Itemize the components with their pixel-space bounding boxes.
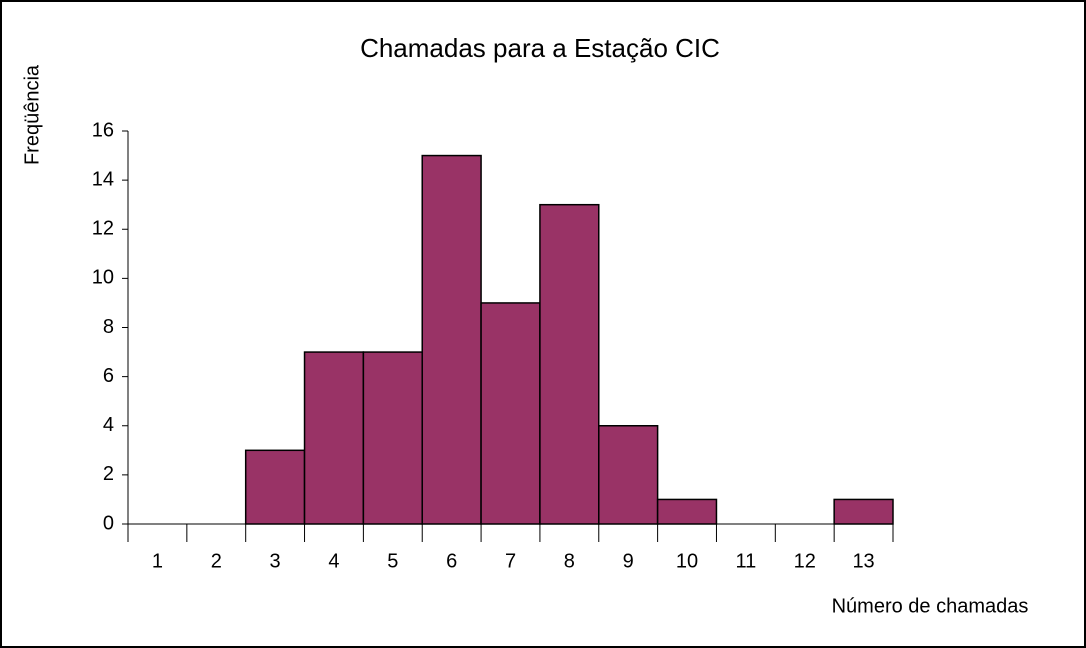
bar: [598, 425, 659, 525]
y-tick-label: 2: [103, 463, 114, 485]
bar: [362, 351, 423, 525]
bar: [539, 203, 600, 525]
x-tick-label: 7: [505, 550, 516, 572]
x-tick-label: 13: [852, 550, 874, 572]
x-tick-label: 5: [387, 550, 398, 572]
x-tick-label: 2: [211, 550, 222, 572]
bar: [244, 449, 306, 525]
x-tick-label: 8: [564, 550, 575, 572]
x-tick-label: 4: [328, 550, 339, 572]
x-tick-label: 10: [676, 550, 698, 572]
bar: [833, 498, 894, 525]
x-tick-label: 12: [794, 550, 816, 572]
y-axis-label: Freqüência: [21, 64, 43, 165]
bar: [480, 302, 541, 525]
x-axis-label: Número de chamadas: [832, 595, 1029, 617]
y-tick-label: 0: [103, 512, 114, 534]
y-tick-label: 4: [103, 414, 114, 436]
x-tick-label: 11: [736, 550, 757, 572]
x-tick-label: 9: [623, 550, 634, 572]
bar: [656, 498, 718, 525]
y-tick-label: 14: [92, 168, 114, 190]
y-tick-label: 8: [103, 316, 114, 338]
x-tick-label: 3: [270, 550, 281, 572]
x-tick-label: 6: [446, 550, 457, 572]
y-tick-label: 12: [92, 218, 114, 240]
bar: [421, 154, 482, 525]
x-tick-label: 1: [152, 550, 163, 572]
y-tick-label: 16: [92, 119, 114, 141]
y-tick-label: 6: [103, 365, 114, 387]
chart-title: Chamadas para a Estação CIC: [360, 33, 720, 63]
bar: [303, 351, 365, 525]
y-tick-label: 10: [92, 267, 114, 289]
